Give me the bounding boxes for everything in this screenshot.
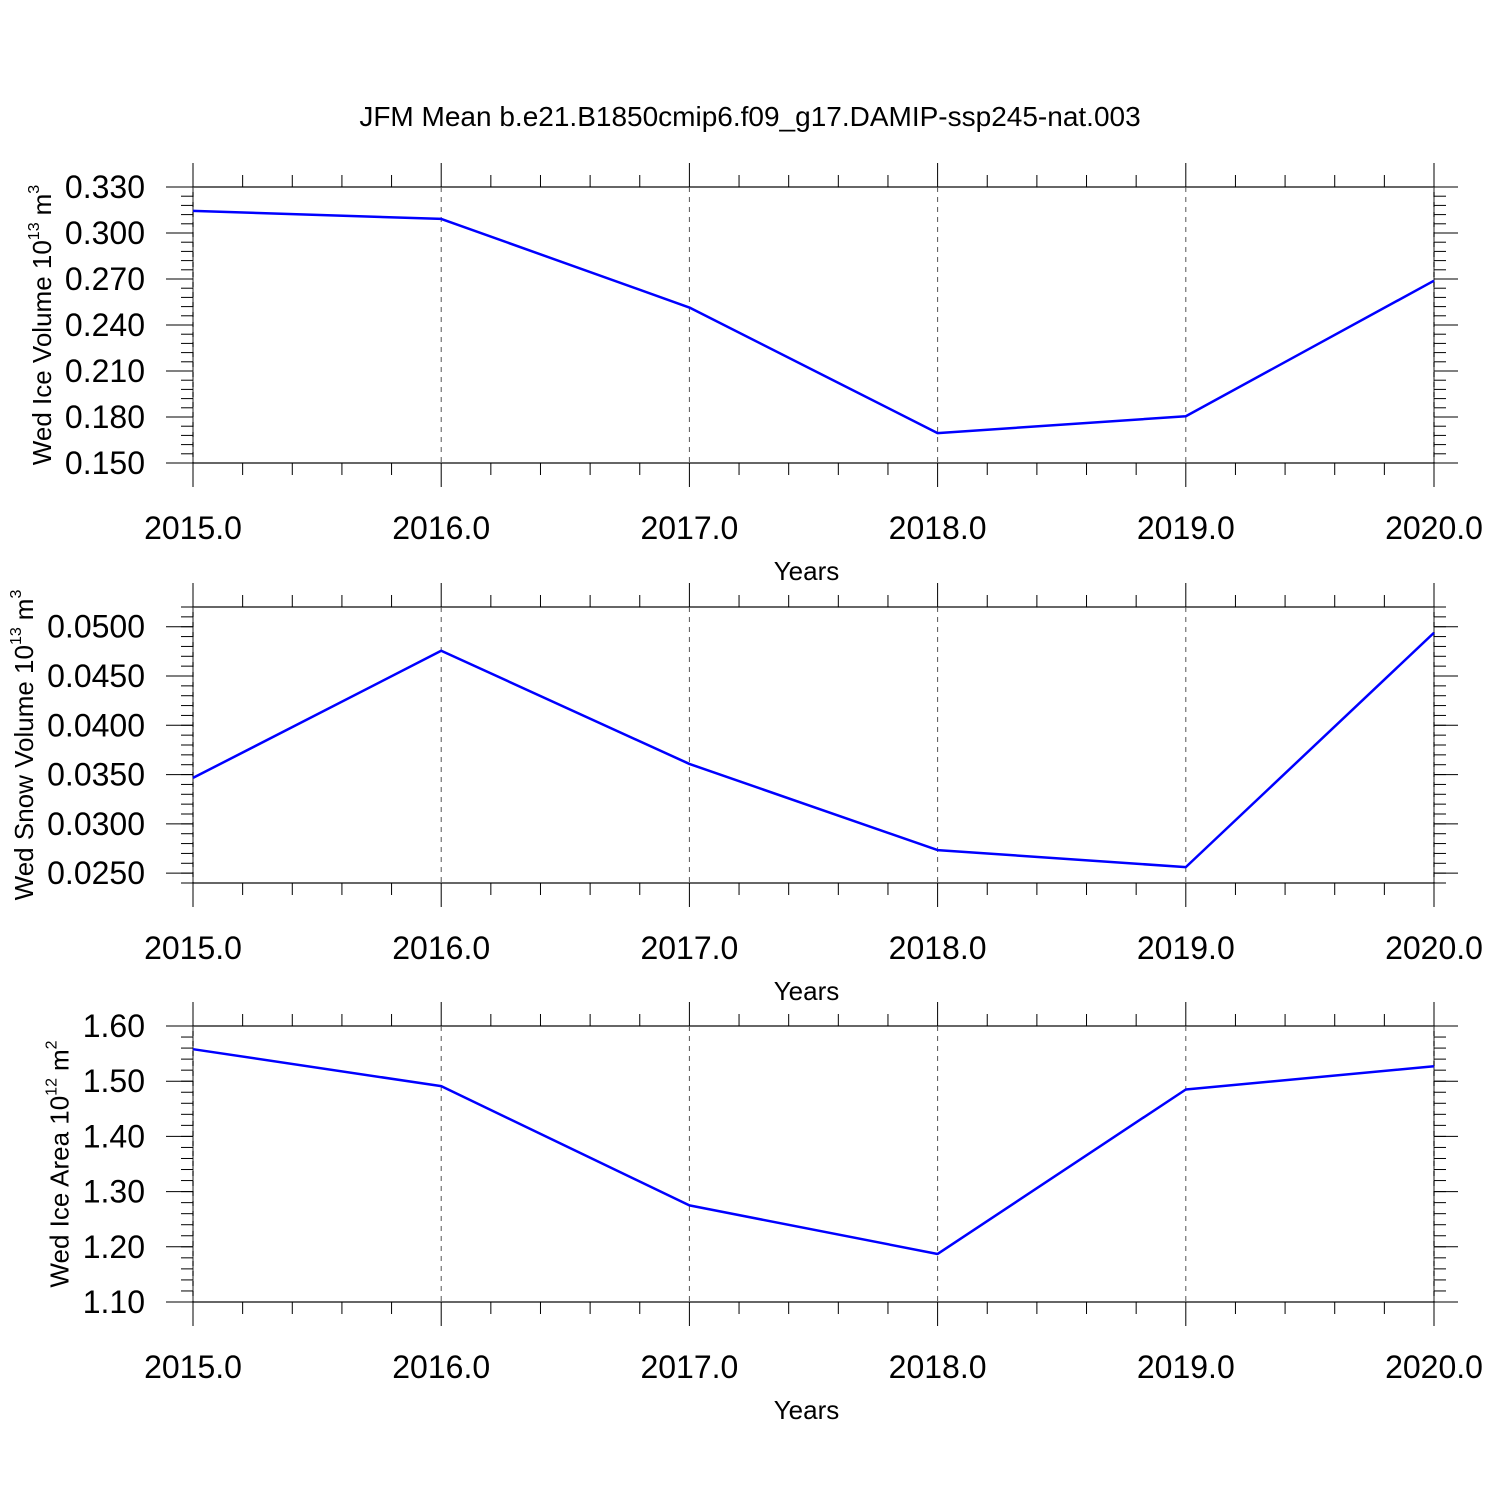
x-tick-label: 2019.0 bbox=[1137, 1349, 1235, 1385]
y-axis-label-unit: m bbox=[27, 194, 57, 216]
panel: 2015.0 2016.0 2017.0 2018.0 2019.0 2020.0 1.10… bbox=[44, 1002, 1483, 1425]
plot-frame bbox=[192, 606, 1435, 884]
y-tick-label: 0.0450 bbox=[47, 658, 145, 694]
figure-title: JFM Mean b.e21.B1850cmip6.f09_g17.DAMIP-… bbox=[359, 101, 1140, 132]
x-tick-label: 2020.0 bbox=[1385, 1349, 1483, 1385]
y-axis-label-unit: m bbox=[9, 599, 39, 621]
panel: 2015.0 2016.0 2017.0 2018.0 2019.0 2020.0 0.15… bbox=[26, 163, 1483, 586]
y-tick-label: 0.330 bbox=[65, 169, 145, 205]
x-tick-label: 2018.0 bbox=[889, 1349, 987, 1385]
y-tick-label: 1.40 bbox=[83, 1118, 145, 1154]
y-axis-label-unit-exponent: 3 bbox=[26, 185, 43, 194]
y-tick-label: 1.10 bbox=[83, 1284, 145, 1320]
y-tick-label: 1.30 bbox=[83, 1174, 145, 1210]
x-tick-label: 2019.0 bbox=[1137, 930, 1235, 966]
y-tick-label: 0.0250 bbox=[47, 855, 145, 891]
y-tick-label: 0.210 bbox=[65, 353, 145, 389]
y-tick-label: 0.0500 bbox=[47, 609, 145, 645]
x-tick-label: 2016.0 bbox=[392, 1349, 490, 1385]
y-tick-label: 0.0300 bbox=[47, 806, 145, 842]
x-axis-label: Years bbox=[774, 556, 840, 586]
y-axis-label-unit: m bbox=[45, 1049, 75, 1071]
y-axis-label-unit-exponent: 2 bbox=[44, 1040, 61, 1049]
x-tick-label: 2015.0 bbox=[144, 930, 242, 966]
x-tick-label: 2020.0 bbox=[1385, 930, 1483, 966]
y-axis-label-text: Wed Ice Volume 10 bbox=[27, 240, 57, 465]
y-tick-label: 1.20 bbox=[83, 1229, 145, 1265]
x-tick-label: 2019.0 bbox=[1137, 510, 1235, 546]
y-tick-label: 0.300 bbox=[65, 215, 145, 251]
x-tick-label: 2017.0 bbox=[640, 1349, 738, 1385]
x-tick-label: 2015.0 bbox=[144, 510, 242, 546]
x-tick-label: 2018.0 bbox=[889, 510, 987, 546]
y-axis-label-exponent: 12 bbox=[44, 1078, 61, 1096]
data-line bbox=[192, 209, 1435, 435]
y-tick-label: 0.180 bbox=[65, 399, 145, 435]
x-tick-label: 2015.0 bbox=[144, 1349, 242, 1385]
panel: 2015.0 2016.0 2017.0 2018.0 2019.0 2020.0 0.02… bbox=[8, 583, 1483, 1006]
y-tick-label: 1.60 bbox=[83, 1008, 145, 1044]
y-axis-label-text: Wed Snow Volume 10 bbox=[9, 645, 39, 900]
y-axis-label: Wed Ice Volume 1013 m3 bbox=[26, 185, 57, 465]
y-axis-label-exponent: 13 bbox=[26, 222, 43, 240]
x-tick-label: 2020.0 bbox=[1385, 510, 1483, 546]
x-axis-label: Years bbox=[774, 1395, 840, 1425]
x-tick-label: 2017.0 bbox=[640, 510, 738, 546]
plot-frame bbox=[192, 1025, 1435, 1303]
y-axis-label: Wed Ice Area 1012 m2 bbox=[44, 1040, 75, 1287]
y-axis-label-exponent: 13 bbox=[8, 627, 25, 645]
y-tick-label: 0.0350 bbox=[47, 757, 145, 793]
y-tick-label: 0.0400 bbox=[47, 707, 145, 743]
plot-frame bbox=[192, 186, 1435, 464]
y-axis-label-text: Wed Ice Area 10 bbox=[45, 1096, 75, 1288]
data-line bbox=[192, 1047, 1435, 1256]
data-line bbox=[192, 631, 1435, 869]
y-tick-label: 0.270 bbox=[65, 261, 145, 297]
y-tick-label: 0.150 bbox=[65, 445, 145, 481]
x-tick-label: 2016.0 bbox=[392, 510, 490, 546]
x-tick-label: 2017.0 bbox=[640, 930, 738, 966]
y-axis-label-unit-exponent: 3 bbox=[8, 590, 25, 599]
y-tick-label: 0.240 bbox=[65, 307, 145, 343]
y-axis-label: Wed Snow Volume 1013 m3 bbox=[8, 590, 39, 901]
x-tick-label: 2018.0 bbox=[889, 930, 987, 966]
x-tick-label: 2016.0 bbox=[392, 930, 490, 966]
x-axis-label: Years bbox=[774, 976, 840, 1006]
y-tick-label: 1.50 bbox=[83, 1063, 145, 1099]
